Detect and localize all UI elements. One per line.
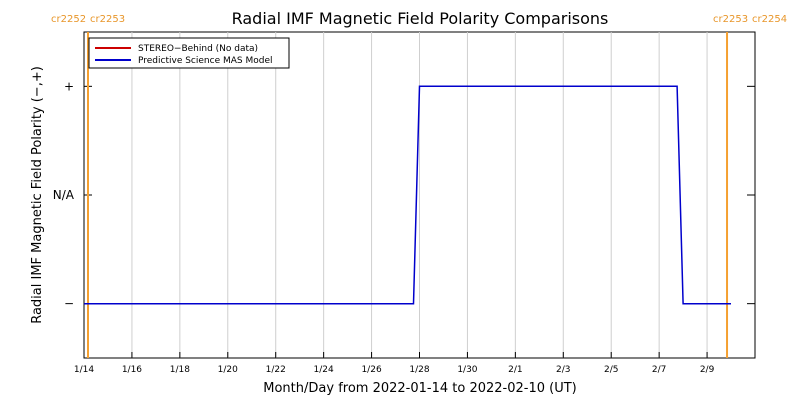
legend-box (88, 37, 290, 69)
y-tick-label: − (64, 297, 74, 311)
x-tick-label: 2/9 (700, 365, 715, 375)
chart-title: Radial IMF Magnetic Field Polarity Compa… (232, 9, 609, 28)
x-tick-label: 2/5 (604, 365, 618, 375)
series-layer (84, 85, 731, 305)
carrington-label-cr2252: cr2252 (51, 14, 86, 25)
carrington-label-cr2253-left: cr2253 (90, 14, 125, 25)
legend: STEREO−Behind (No data) Predictive Scien… (88, 37, 290, 69)
y-axis-label: Radial IMF Magnetic Field Polarity (−,+) (30, 66, 45, 324)
x-tick-label: 1/20 (218, 365, 238, 375)
x-tick-label: 1/24 (314, 365, 334, 375)
x-tick-label: 1/22 (266, 365, 286, 375)
x-tick-label: 1/30 (457, 365, 477, 375)
x-tick-label: 1/26 (361, 365, 381, 375)
x-tick-label: 1/18 (170, 365, 190, 375)
x-tick-label: 2/7 (652, 365, 666, 375)
x-tick-label: 2/1 (508, 365, 522, 375)
y-axis-ticks: + N/A − (53, 79, 755, 311)
series-line-1 (84, 85, 731, 305)
vertical-gridlines (131, 32, 708, 358)
x-tick-label: 1/14 (74, 365, 94, 375)
x-tick-label: 1/16 (122, 365, 142, 375)
x-axis-ticks: 1/14 1/16 1/18 1/20 1/22 1/24 1/26 1/28 1/30 2/1 2… (74, 352, 715, 375)
y-tick-label: + (64, 79, 74, 93)
legend-label-stereo-behind: STEREO−Behind (No data) (138, 44, 258, 54)
x-axis-label: Month/Day from 2022-01-14 to 2022-02-10 … (263, 381, 576, 396)
carrington-rotation-markers (87, 32, 729, 358)
carrington-label-cr2254: cr2254 (752, 14, 787, 25)
x-tick-label: 1/28 (409, 365, 429, 375)
x-tick-label: 2/3 (556, 365, 570, 375)
legend-label-mas-model: Predictive Science MAS Model (138, 56, 273, 66)
carrington-label-cr2253-right: cr2253 (713, 14, 748, 25)
y-tick-label: N/A (53, 188, 75, 202)
